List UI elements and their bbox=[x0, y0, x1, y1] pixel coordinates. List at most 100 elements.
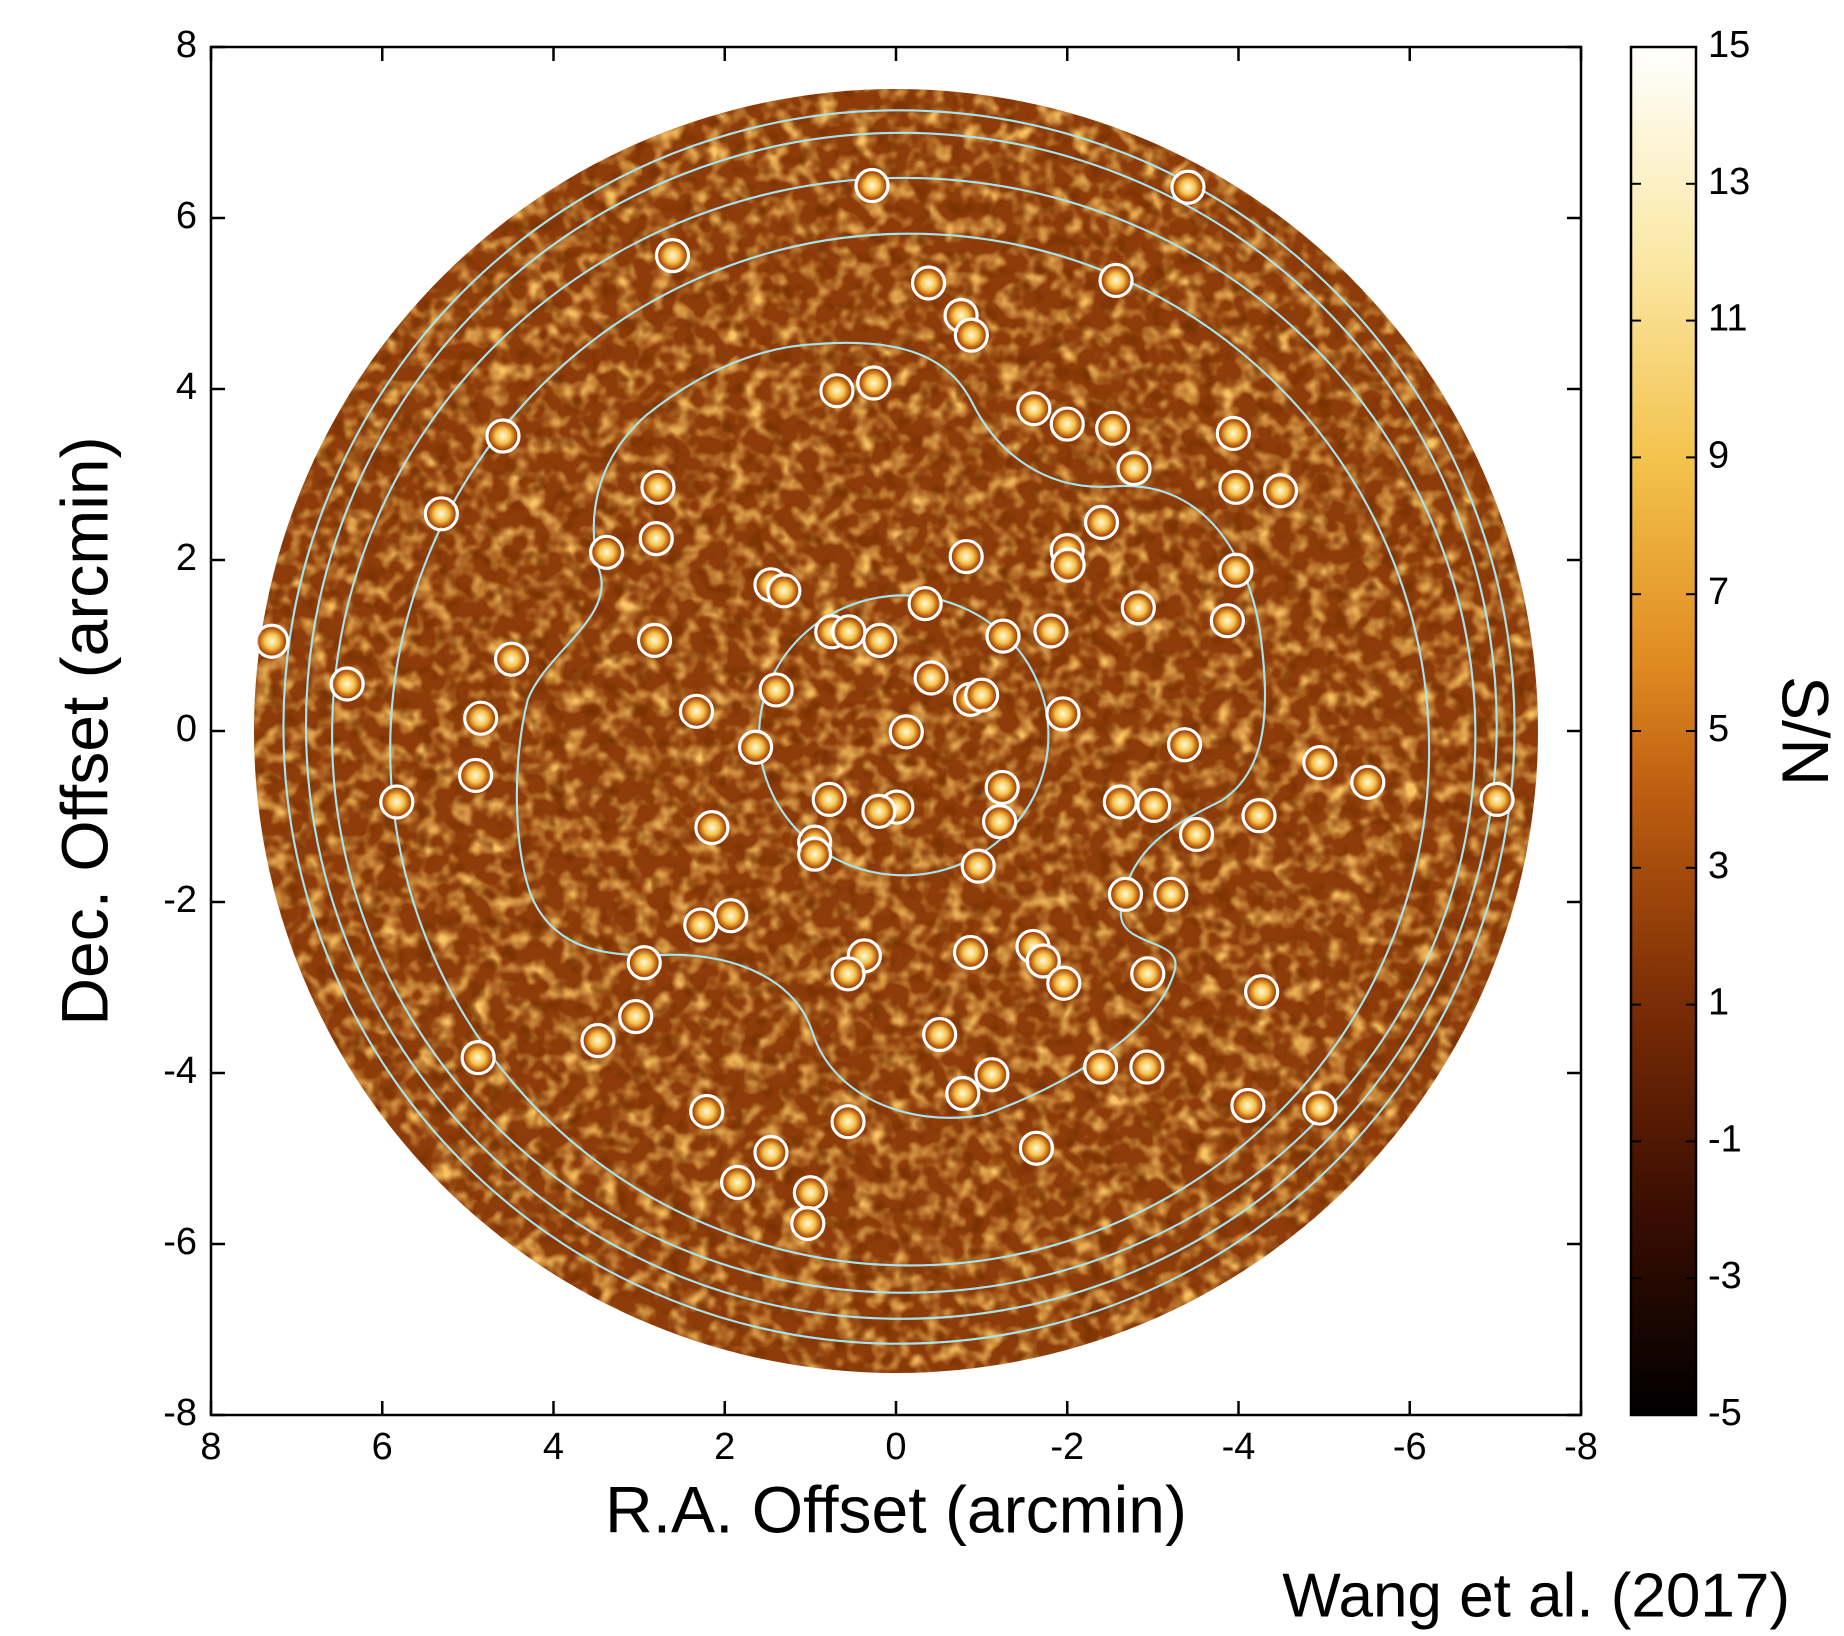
source-marker bbox=[636, 622, 673, 658]
contour bbox=[331, 176, 1477, 1294]
source-marker bbox=[588, 534, 625, 570]
source-marker bbox=[1083, 1049, 1119, 1085]
source-marker bbox=[830, 956, 866, 992]
colorbar-tick-label: -3 bbox=[1708, 1255, 1742, 1297]
source-marker bbox=[1025, 943, 1061, 979]
source-marker bbox=[1098, 262, 1134, 299]
source-marker bbox=[1033, 613, 1069, 649]
colorbar-tick-label: 7 bbox=[1708, 571, 1729, 613]
source-marker bbox=[1209, 603, 1245, 639]
x-axis-label: R.A. Offset (arcmin) bbox=[605, 1472, 1187, 1546]
source-marker bbox=[797, 836, 833, 872]
source-marker bbox=[1049, 406, 1085, 442]
source-marker bbox=[1178, 816, 1215, 853]
y-tick-label: 4 bbox=[176, 366, 197, 408]
source-marker bbox=[1350, 764, 1386, 800]
source-marker bbox=[640, 469, 676, 505]
x-tick-label: 6 bbox=[372, 1426, 393, 1468]
source-marker bbox=[856, 365, 892, 401]
source-marker bbox=[1120, 590, 1156, 626]
contour bbox=[282, 109, 1516, 1345]
source-marker bbox=[819, 373, 855, 409]
source-marker bbox=[1129, 1049, 1165, 1085]
source-marker bbox=[948, 538, 984, 575]
source-marker bbox=[1136, 787, 1172, 823]
source-marker bbox=[683, 907, 719, 943]
source-marker bbox=[1095, 410, 1131, 446]
source-marker bbox=[984, 769, 1020, 806]
x-tick-label: -2 bbox=[1050, 1426, 1084, 1468]
y-tick-label: -6 bbox=[163, 1221, 197, 1263]
colorbar-tick-label: 11 bbox=[1708, 298, 1747, 340]
y-tick-label: -4 bbox=[163, 1050, 197, 1092]
source-marker bbox=[1302, 1090, 1338, 1126]
x-tick-label: -4 bbox=[1222, 1426, 1256, 1468]
source-marker bbox=[888, 714, 924, 750]
source-marker bbox=[985, 618, 1021, 654]
colorbar-tick-label: 3 bbox=[1708, 845, 1729, 887]
colorbar-tick-label: -5 bbox=[1708, 1392, 1742, 1434]
source-marker bbox=[457, 757, 494, 794]
source-marker bbox=[792, 1175, 828, 1211]
source-marker bbox=[790, 1205, 826, 1242]
colorbar-tick-label: 15 bbox=[1708, 24, 1750, 66]
source-marker bbox=[1116, 450, 1152, 487]
source-marker bbox=[1302, 745, 1338, 781]
source-marker bbox=[423, 496, 459, 532]
source-marker bbox=[460, 1040, 496, 1076]
y-axis-label: Dec. Offset (arcmin) bbox=[47, 436, 121, 1025]
source-marker bbox=[638, 521, 674, 557]
source-marker bbox=[974, 1057, 1010, 1093]
source-marker bbox=[689, 1093, 725, 1130]
source-marker bbox=[910, 265, 947, 301]
x-tick-label: 8 bbox=[200, 1426, 221, 1468]
source-marker bbox=[811, 781, 847, 818]
y-tick-label: 2 bbox=[176, 537, 197, 579]
colorbar-tick-label: 1 bbox=[1708, 982, 1729, 1024]
source-marker bbox=[1166, 727, 1203, 763]
source-marker bbox=[618, 998, 654, 1035]
source-marker bbox=[831, 614, 867, 650]
source-marker bbox=[1083, 504, 1120, 540]
source-marker bbox=[1244, 974, 1280, 1010]
colorbar-tick-label: -1 bbox=[1708, 1118, 1742, 1160]
source-marker bbox=[1153, 876, 1189, 912]
source-marker bbox=[654, 238, 691, 274]
source-marker bbox=[713, 898, 749, 934]
source-marker bbox=[1241, 798, 1277, 834]
contour bbox=[304, 131, 1498, 1320]
source-marker bbox=[1230, 1087, 1266, 1124]
contour bbox=[515, 341, 1267, 1119]
source-marker bbox=[854, 167, 890, 204]
source-marker bbox=[1107, 876, 1144, 912]
source-marker bbox=[485, 418, 521, 454]
contour bbox=[389, 232, 1431, 1267]
colorbar-tick-label: 9 bbox=[1708, 434, 1729, 476]
x-tick-label: -8 bbox=[1564, 1426, 1598, 1468]
source-marker bbox=[694, 810, 730, 846]
y-tick-label: 0 bbox=[176, 708, 197, 750]
source-marker bbox=[1215, 415, 1251, 452]
source-marker bbox=[1479, 781, 1515, 818]
x-tick-label: 4 bbox=[543, 1426, 564, 1468]
source-marker bbox=[953, 317, 989, 353]
x-tick-label: 0 bbox=[885, 1426, 906, 1468]
source-marker bbox=[626, 945, 662, 981]
attribution: Wang et al. (2017) bbox=[1282, 1561, 1790, 1630]
source-marker bbox=[1045, 696, 1081, 732]
source-marker bbox=[329, 666, 365, 702]
source-marker bbox=[1102, 784, 1138, 820]
source-marker bbox=[1016, 391, 1052, 427]
source-marker bbox=[913, 660, 949, 696]
source-marker bbox=[1050, 547, 1086, 583]
source-marker bbox=[493, 641, 530, 677]
source-marker bbox=[922, 1016, 958, 1053]
source-marker bbox=[463, 700, 499, 736]
source-marker bbox=[1130, 956, 1166, 992]
x-tick-label: -6 bbox=[1393, 1426, 1427, 1468]
colorbar-label: S/N bbox=[1769, 676, 1843, 786]
source-marker bbox=[1018, 1130, 1055, 1166]
contours bbox=[282, 109, 1516, 1345]
source-marker bbox=[862, 622, 898, 658]
source-marker bbox=[379, 784, 415, 820]
